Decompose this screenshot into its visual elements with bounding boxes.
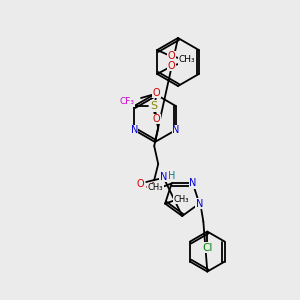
Text: CH₃: CH₃ — [148, 183, 164, 192]
Text: Cl: Cl — [202, 243, 212, 253]
Text: N: N — [172, 125, 179, 135]
Text: O: O — [152, 114, 160, 124]
Text: S: S — [151, 101, 158, 111]
Text: N: N — [160, 172, 167, 182]
Text: O: O — [167, 51, 175, 61]
Text: CH₃: CH₃ — [179, 58, 196, 67]
Text: O: O — [152, 88, 160, 98]
Text: N: N — [130, 125, 138, 135]
Text: N: N — [189, 178, 196, 188]
Text: H: H — [168, 171, 175, 181]
Text: O: O — [136, 179, 144, 189]
Text: CF₃: CF₃ — [119, 98, 134, 106]
Text: O: O — [167, 61, 175, 71]
Text: CH₃: CH₃ — [179, 56, 196, 64]
Text: CH₃: CH₃ — [173, 195, 189, 204]
Text: N: N — [196, 199, 203, 208]
